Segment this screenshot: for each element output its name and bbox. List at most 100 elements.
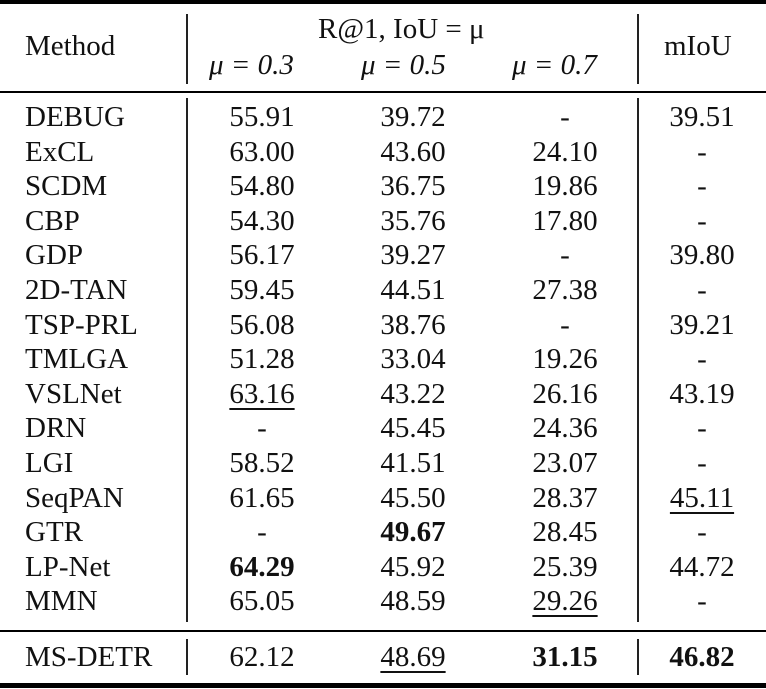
table-row: VSLNet 63.16 43.22 26.16 43.19 xyxy=(0,377,766,412)
column-divider xyxy=(637,98,639,622)
table-row: GDP 56.17 39.27 - 39.80 xyxy=(0,238,766,273)
cell-r05: 45.45 xyxy=(380,412,446,445)
cell-r05: 48.59 xyxy=(380,585,446,618)
cell-r05: 45.50 xyxy=(380,481,446,514)
cell-r07: 25.39 xyxy=(532,550,598,583)
cell-method: SCDM xyxy=(25,170,108,203)
cell-r07: - xyxy=(560,101,570,133)
cell-r05: 36.75 xyxy=(380,170,446,203)
ours-separator-rule xyxy=(0,630,766,632)
table-row: ExCL 63.00 43.60 24.10 - xyxy=(0,135,766,170)
table-row: DRN - 45.45 24.36 - xyxy=(0,411,766,446)
cell-method: CBP xyxy=(25,204,80,237)
cell-r03: 51.28 xyxy=(229,343,295,376)
cell-r03: - xyxy=(257,516,267,549)
cell-method: TMLGA xyxy=(25,343,129,376)
cell-r03: 56.17 xyxy=(229,239,295,272)
header-rule xyxy=(0,91,766,93)
cell-miou: - xyxy=(697,343,707,376)
cell-r05: 45.92 xyxy=(380,550,446,583)
cell-r07: 26.16 xyxy=(532,377,598,410)
header-miou: mIoU xyxy=(664,30,732,62)
table-row: DEBUG 55.91 39.72 - 39.51 xyxy=(0,100,766,135)
column-divider xyxy=(186,98,188,622)
cell-miou: - xyxy=(697,447,707,479)
cell-r07: - xyxy=(560,239,570,272)
table-row: 2D-TAN 59.45 44.51 27.38 - xyxy=(0,273,766,308)
cell-r07: 19.26 xyxy=(532,343,598,376)
table-row: GTR - 49.67 28.45 - xyxy=(0,515,766,550)
cell-r05: 44.51 xyxy=(380,274,446,306)
cell-r05: 49.67 xyxy=(380,516,446,549)
top-rule xyxy=(0,0,766,4)
cell-r03: 65.05 xyxy=(229,585,295,618)
cell-method: 2D-TAN xyxy=(25,274,128,306)
header-mu-0.3: μ = 0.3 xyxy=(209,49,294,81)
cell-r03: 59.45 xyxy=(229,274,295,306)
cell-method: DEBUG xyxy=(25,101,125,133)
cell-r03: - xyxy=(257,412,267,445)
cell-r03: 54.80 xyxy=(229,170,295,203)
cell-miou: - xyxy=(697,274,707,306)
column-divider xyxy=(186,639,188,675)
table-row-ours: MS-DETR 62.12 48.69 31.15 46.82 xyxy=(0,640,766,675)
header-mu-0.7: μ = 0.7 xyxy=(512,49,597,81)
cell-r03: 63.00 xyxy=(229,135,295,168)
table-row: SCDM 54.80 36.75 19.86 - xyxy=(0,169,766,204)
cell-r03: 58.52 xyxy=(229,447,295,479)
column-divider xyxy=(637,14,639,84)
cell-method: GDP xyxy=(25,239,84,272)
cell-r05: 43.60 xyxy=(380,135,446,168)
column-divider xyxy=(637,639,639,675)
cell-miou: 39.21 xyxy=(669,308,735,341)
header-method: Method xyxy=(25,30,116,62)
cell-r07: 28.45 xyxy=(532,516,598,549)
cell-method: LP-Net xyxy=(25,550,111,583)
cell-method: LGI xyxy=(25,447,74,479)
cell-method: ExCL xyxy=(25,135,95,168)
cell-r07: 23.07 xyxy=(532,447,598,479)
column-divider xyxy=(186,14,188,84)
cell-method: VSLNet xyxy=(25,377,122,410)
cell-miou: 39.51 xyxy=(669,101,735,133)
cell-r05: 41.51 xyxy=(380,447,446,479)
cell-method: SeqPAN xyxy=(25,481,124,514)
header-mu-0.5: μ = 0.5 xyxy=(361,49,446,81)
bottom-rule xyxy=(0,683,766,688)
cell-r07: 19.86 xyxy=(532,170,598,203)
cell-r05: 39.27 xyxy=(380,239,446,272)
table-row: MMN 65.05 48.59 29.26 - xyxy=(0,584,766,619)
cell-r07: 27.38 xyxy=(532,274,598,306)
cell-r03: 64.29 xyxy=(229,550,295,583)
cell-r05: 39.72 xyxy=(380,101,446,133)
cell-r07: 24.10 xyxy=(532,135,598,168)
cell-miou: - xyxy=(697,204,707,237)
cell-method: MS-DETR xyxy=(25,641,153,673)
cell-method: MMN xyxy=(25,585,98,618)
cell-r05: 35.76 xyxy=(380,204,446,237)
cell-r07: 24.36 xyxy=(532,412,598,445)
cell-miou: 46.82 xyxy=(669,641,735,673)
cell-r03: 55.91 xyxy=(229,101,295,133)
cell-r03: 54.30 xyxy=(229,204,295,237)
cell-method: TSP-PRL xyxy=(25,308,138,341)
cell-miou: - xyxy=(697,585,707,618)
header-recall-group: R@1, IoU = μ xyxy=(318,13,485,45)
cell-miou: 45.11 xyxy=(669,481,735,514)
cell-miou: - xyxy=(697,135,707,168)
cell-method: DRN xyxy=(25,412,87,445)
cell-r05: 38.76 xyxy=(380,308,446,341)
table-row: SeqPAN 61.65 45.50 28.37 45.11 xyxy=(0,481,766,516)
table-row: TSP-PRL 56.08 38.76 - 39.21 xyxy=(0,308,766,343)
table-row: LGI 58.52 41.51 23.07 - xyxy=(0,446,766,481)
cell-method: GTR xyxy=(25,516,83,549)
cell-r07: 31.15 xyxy=(532,641,598,673)
cell-miou: 43.19 xyxy=(669,377,735,410)
cell-miou: - xyxy=(697,412,707,445)
cell-miou: - xyxy=(697,516,707,549)
cell-r07: 28.37 xyxy=(532,481,598,514)
cell-r05: 33.04 xyxy=(380,343,446,376)
cell-r03: 63.16 xyxy=(229,377,295,410)
cell-miou: 44.72 xyxy=(669,550,735,583)
cell-miou: 39.80 xyxy=(669,239,735,272)
